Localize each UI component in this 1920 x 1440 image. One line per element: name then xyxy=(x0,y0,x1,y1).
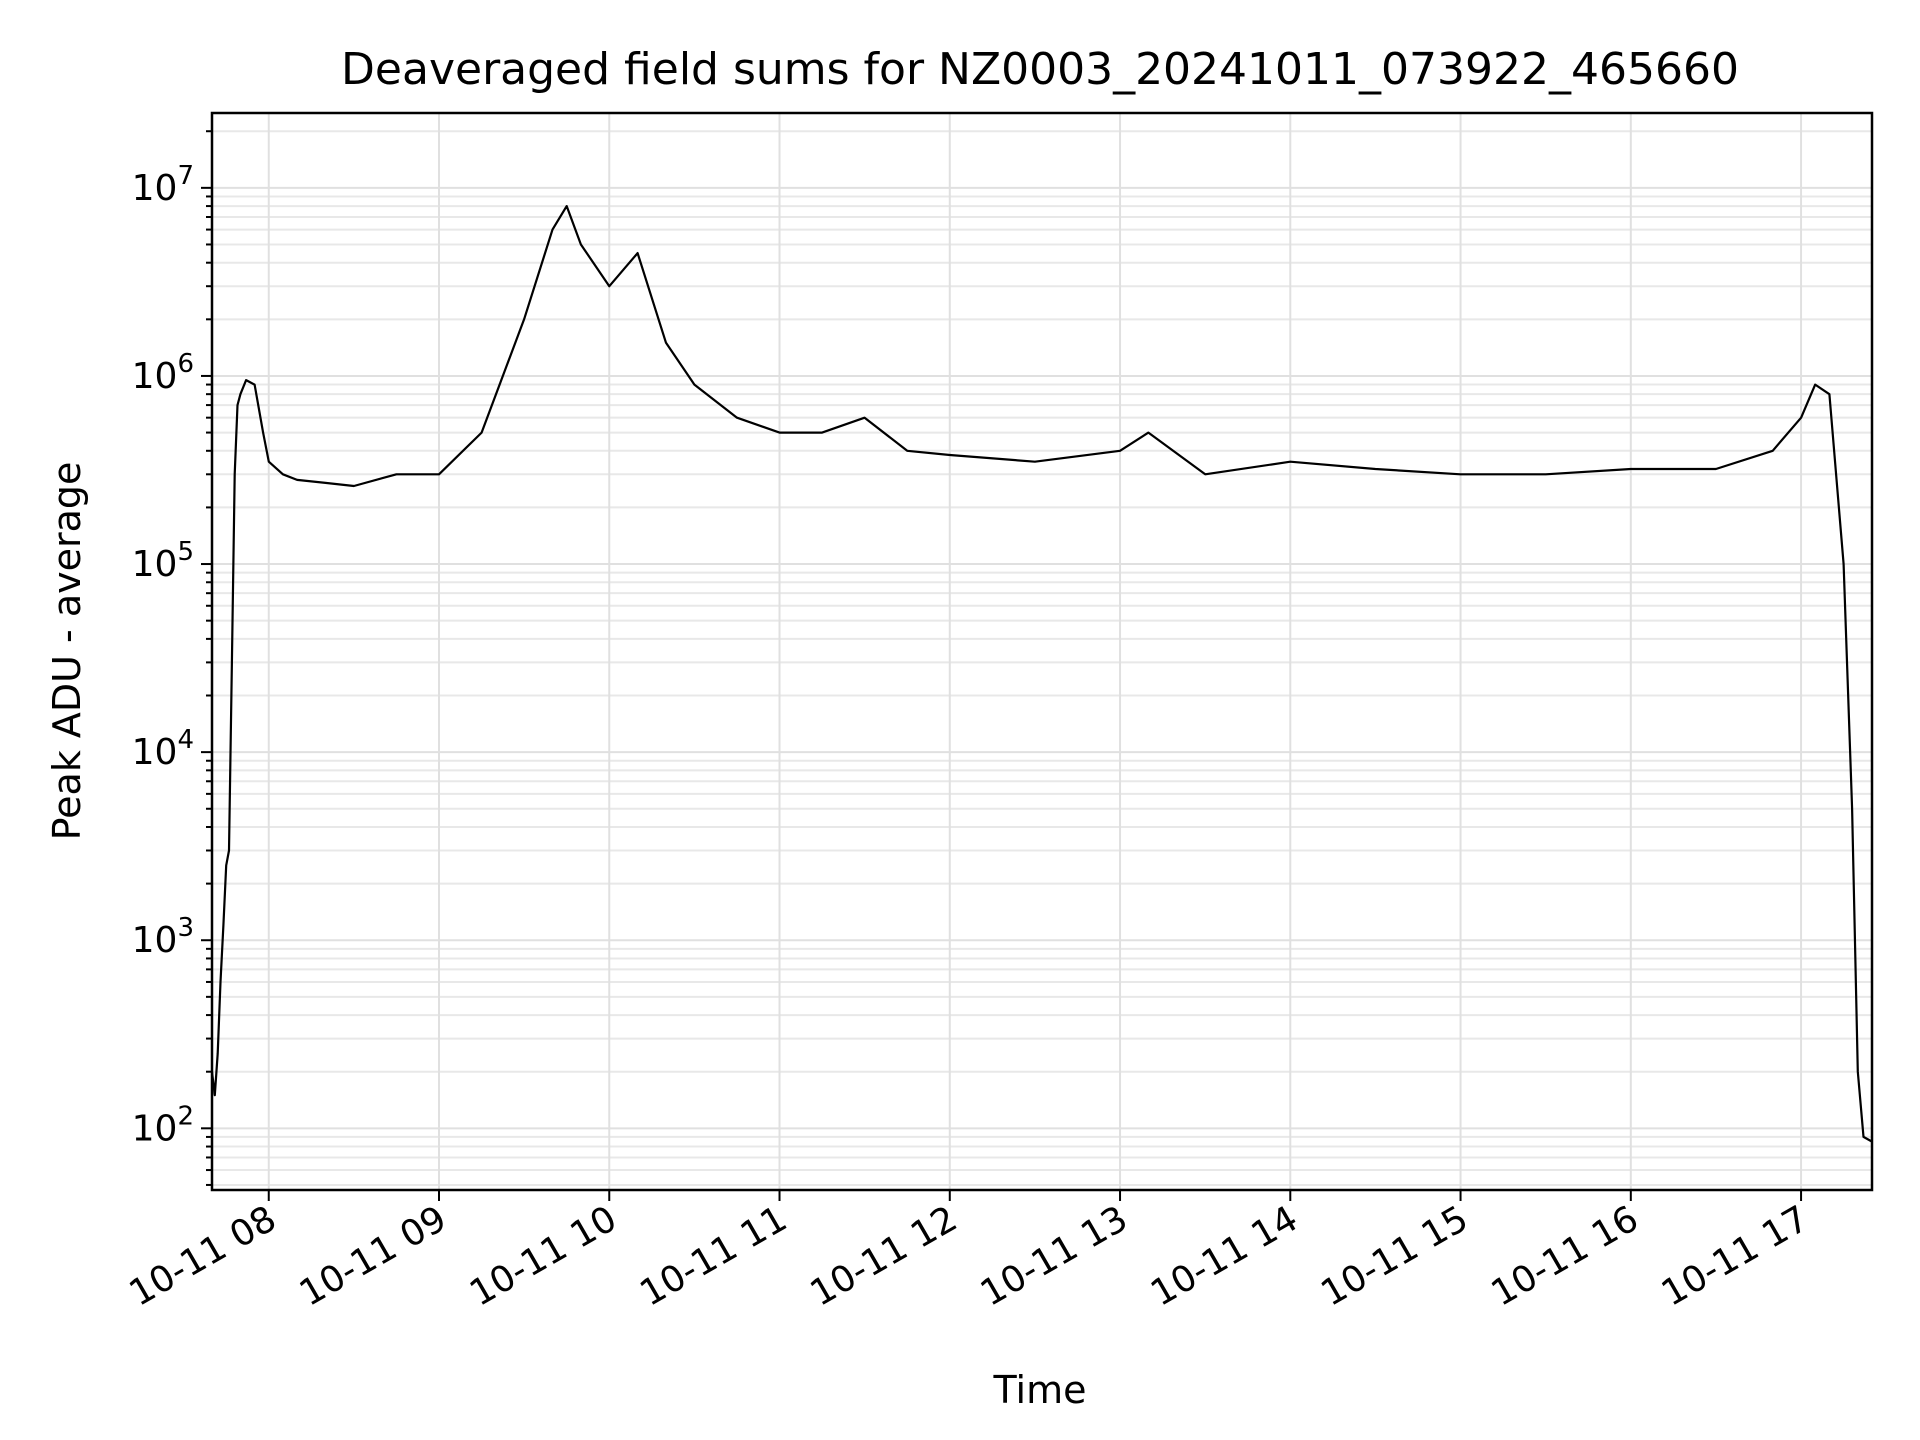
y-axis-label: Peak ADU - average xyxy=(45,462,89,841)
y-tick-label: 107 xyxy=(132,161,194,209)
y-tick-label: 102 xyxy=(132,1101,194,1149)
grid xyxy=(212,113,1872,1190)
data-series xyxy=(210,205,1873,1143)
data-line xyxy=(210,205,1873,1143)
y-tick-label: 103 xyxy=(132,913,194,961)
y-tick-label: 106 xyxy=(132,349,194,397)
y-tick-label: 104 xyxy=(132,725,194,773)
x-axis-label: Time xyxy=(993,1368,1087,1412)
chart-title: Deaveraged field sums for NZ0003_2024101… xyxy=(341,44,1739,95)
y-tick-label: 105 xyxy=(132,537,194,585)
plot-area-frame xyxy=(210,111,1874,1192)
